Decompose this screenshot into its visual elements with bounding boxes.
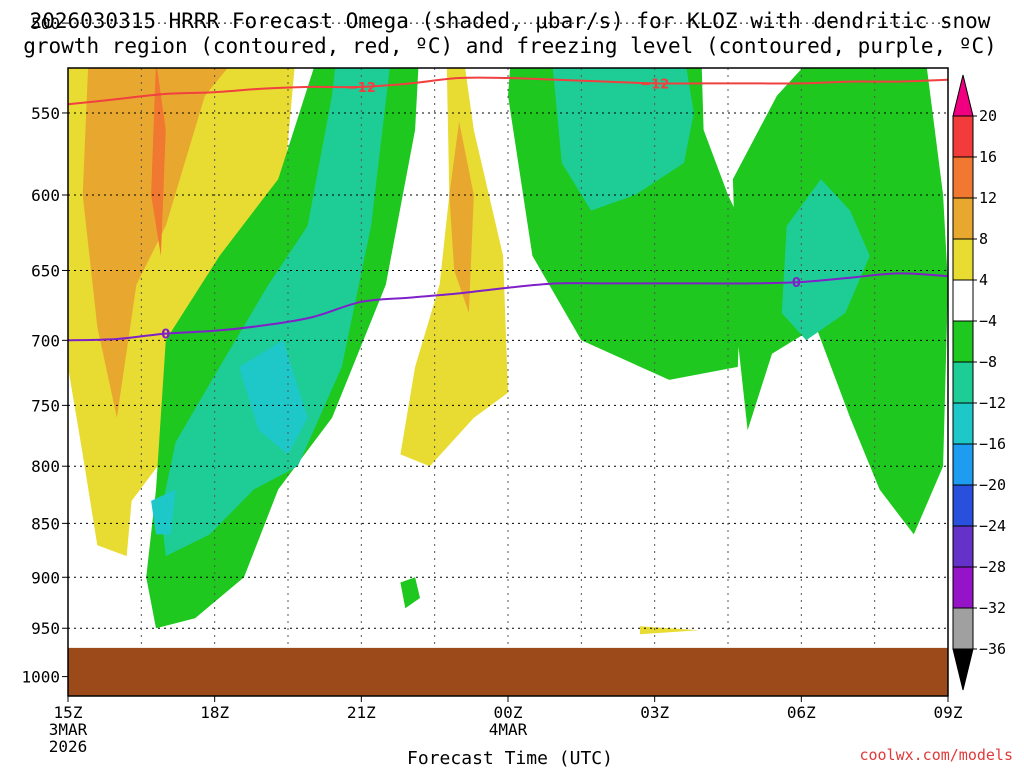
contour-label-4: 0: [161, 328, 170, 343]
colorbar-label-12: −32: [979, 599, 1006, 617]
below-ground-surface: [68, 647, 948, 696]
omega-region-15: [400, 577, 420, 609]
colorbar: 20 16 12 8 4 −4 −8 −12 −16 −20 −24 −28 −32 −36: [952, 74, 1006, 691]
colorbar-swatch-2: [952, 156, 974, 199]
colorbar-label-13: −36: [979, 640, 1006, 658]
contour-label-3: −12: [640, 77, 669, 92]
colorbar-swatch-10: [952, 484, 974, 527]
x-tick-label-4: 03Z: [640, 703, 669, 722]
x-tick-label-1: 18Z: [200, 703, 229, 722]
y-tick-label-650: 650: [31, 261, 60, 280]
colorbar-label-3: 8: [979, 230, 988, 248]
omega-region-19: [552, 68, 694, 211]
colorbar-swatch-8: [952, 402, 974, 445]
colorbar-swatch-9: [952, 443, 974, 486]
colorbar-swatch-13: [952, 607, 974, 650]
colorbar-label-9: −20: [979, 476, 1006, 494]
colorbar-swatch-12: [952, 566, 974, 609]
colorbar-swatch-3: [952, 197, 974, 240]
y-tick-label-850: 850: [31, 514, 60, 533]
x-tick-label-6: 09Z: [934, 703, 963, 722]
omega-region-18: [160, 68, 390, 557]
omega-region-20: [781, 179, 870, 341]
colorbar-swatch-0: [952, 74, 974, 117]
y-tick-label-500: 500: [31, 14, 60, 33]
y-tick-label-800: 800: [31, 457, 60, 476]
y-axis: 2503003504004505005506006507007508008509…: [21, 14, 68, 687]
omega-region-6: [82, 68, 228, 418]
colorbar-swatch-11: [952, 525, 974, 568]
colorbar-swatch-4: [952, 238, 974, 281]
x-tick-label-5: 06Z: [787, 703, 816, 722]
y-tick-label-950: 950: [31, 619, 60, 638]
chart-title-line-1: 2026030315 HRRR Forecast Omega (shaded, …: [30, 9, 991, 33]
y-tick-label-900: 900: [31, 568, 60, 587]
colorbar-label-11: −28: [979, 558, 1006, 576]
colorbar-label-5: −4: [979, 312, 997, 330]
contour-label-2: −12: [347, 81, 376, 96]
contour-line-2: [68, 272, 948, 342]
gridlines: [68, 22, 948, 696]
x-tick-label-3: 00Z: [494, 703, 523, 722]
contour-line-1: [68, 76, 948, 106]
colorbar-label-6: −8: [979, 353, 997, 371]
omega-region-7: [449, 121, 474, 313]
colorbar-label-7: −12: [979, 394, 1006, 412]
colorbar-swatch-7: [952, 361, 974, 404]
y-tick-label-550: 550: [31, 104, 60, 123]
colorbar-label-8: −16: [979, 435, 1006, 453]
omega-region-10: [151, 68, 166, 256]
x-tick-year-0: 2026: [49, 737, 88, 756]
colorbar-label-4: 4: [979, 271, 988, 289]
colorbar-label-2: 12: [979, 189, 997, 207]
x-axis-title: Forecast Time (UTC): [407, 748, 613, 768]
colorbar-label-1: 16: [979, 148, 997, 166]
y-tick-label-1000: 1000: [21, 668, 60, 687]
omega-region-22: [151, 489, 176, 535]
y-tick-label-700: 700: [31, 331, 60, 350]
y-tick-label-750: 750: [31, 396, 60, 415]
y-tick-label-600: 600: [31, 186, 60, 205]
x-tick-sublabel-3: 4MAR: [489, 720, 528, 739]
colorbar-swatch-5: [952, 279, 974, 322]
colorbar-swatch-1: [952, 115, 974, 158]
credit-text: coolwx.com/models: [859, 746, 1013, 764]
contour-label-5: 0: [792, 276, 801, 291]
colorbar-label-0: 20: [979, 107, 997, 125]
colorbar-swatch-14: [952, 648, 974, 691]
x-tick-label-2: 21Z: [347, 703, 376, 722]
colorbar-swatch-6: [952, 320, 974, 363]
colorbar-label-10: −24: [979, 517, 1006, 535]
chart-title-line-2: growth region (contoured, red, ºC) and f…: [23, 34, 997, 58]
x-tick-label-0: 15Z: [54, 703, 83, 722]
omega-region-21: [239, 340, 308, 455]
x-tick-sublabel-0: 3MAR: [49, 720, 88, 739]
